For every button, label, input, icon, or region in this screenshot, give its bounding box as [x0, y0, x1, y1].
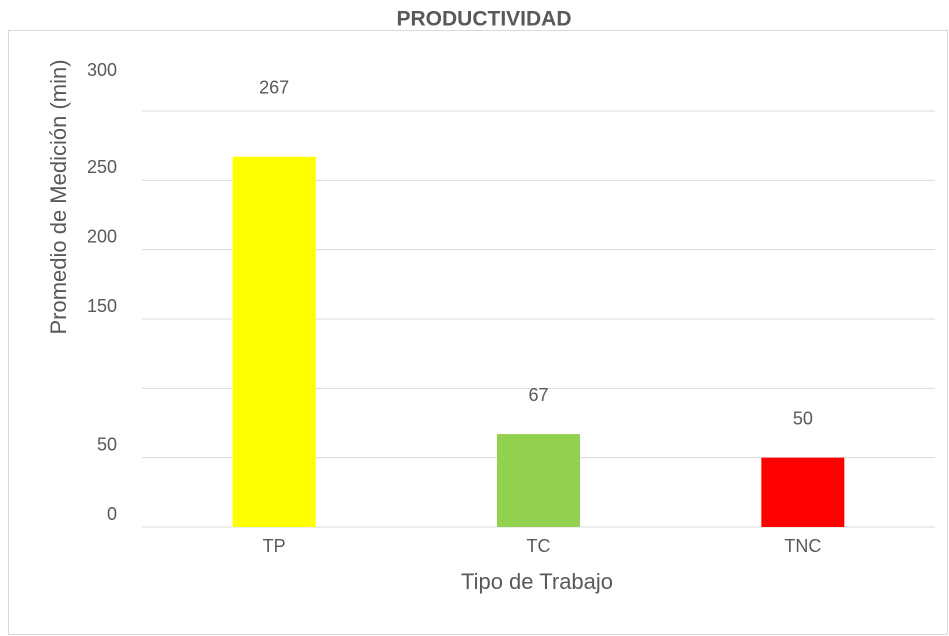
y-tick-label: 200 — [87, 226, 117, 246]
chart-frame — [8, 30, 948, 635]
y-axis-label: Promedio de Medición (min) — [46, 59, 71, 334]
y-tick-label: 150 — [87, 296, 117, 316]
y-tick-label: 0 — [107, 504, 117, 524]
x-tick-label: TC — [527, 536, 551, 556]
bar — [232, 156, 316, 527]
data-label: 67 — [528, 385, 548, 405]
x-axis-label: Tipo de Trabajo — [461, 569, 613, 594]
bar — [497, 434, 580, 527]
y-tick-label: 50 — [97, 434, 117, 454]
x-tick-label: TP — [263, 536, 286, 556]
chart-title: PRODUCTIVIDAD — [396, 8, 571, 31]
y-tick-label: 250 — [87, 157, 117, 177]
data-label: 267 — [259, 78, 289, 98]
data-label: 50 — [793, 408, 813, 428]
bar — [761, 457, 845, 527]
x-tick-label: TNC — [784, 536, 821, 556]
y-tick-label: 300 — [87, 60, 117, 80]
